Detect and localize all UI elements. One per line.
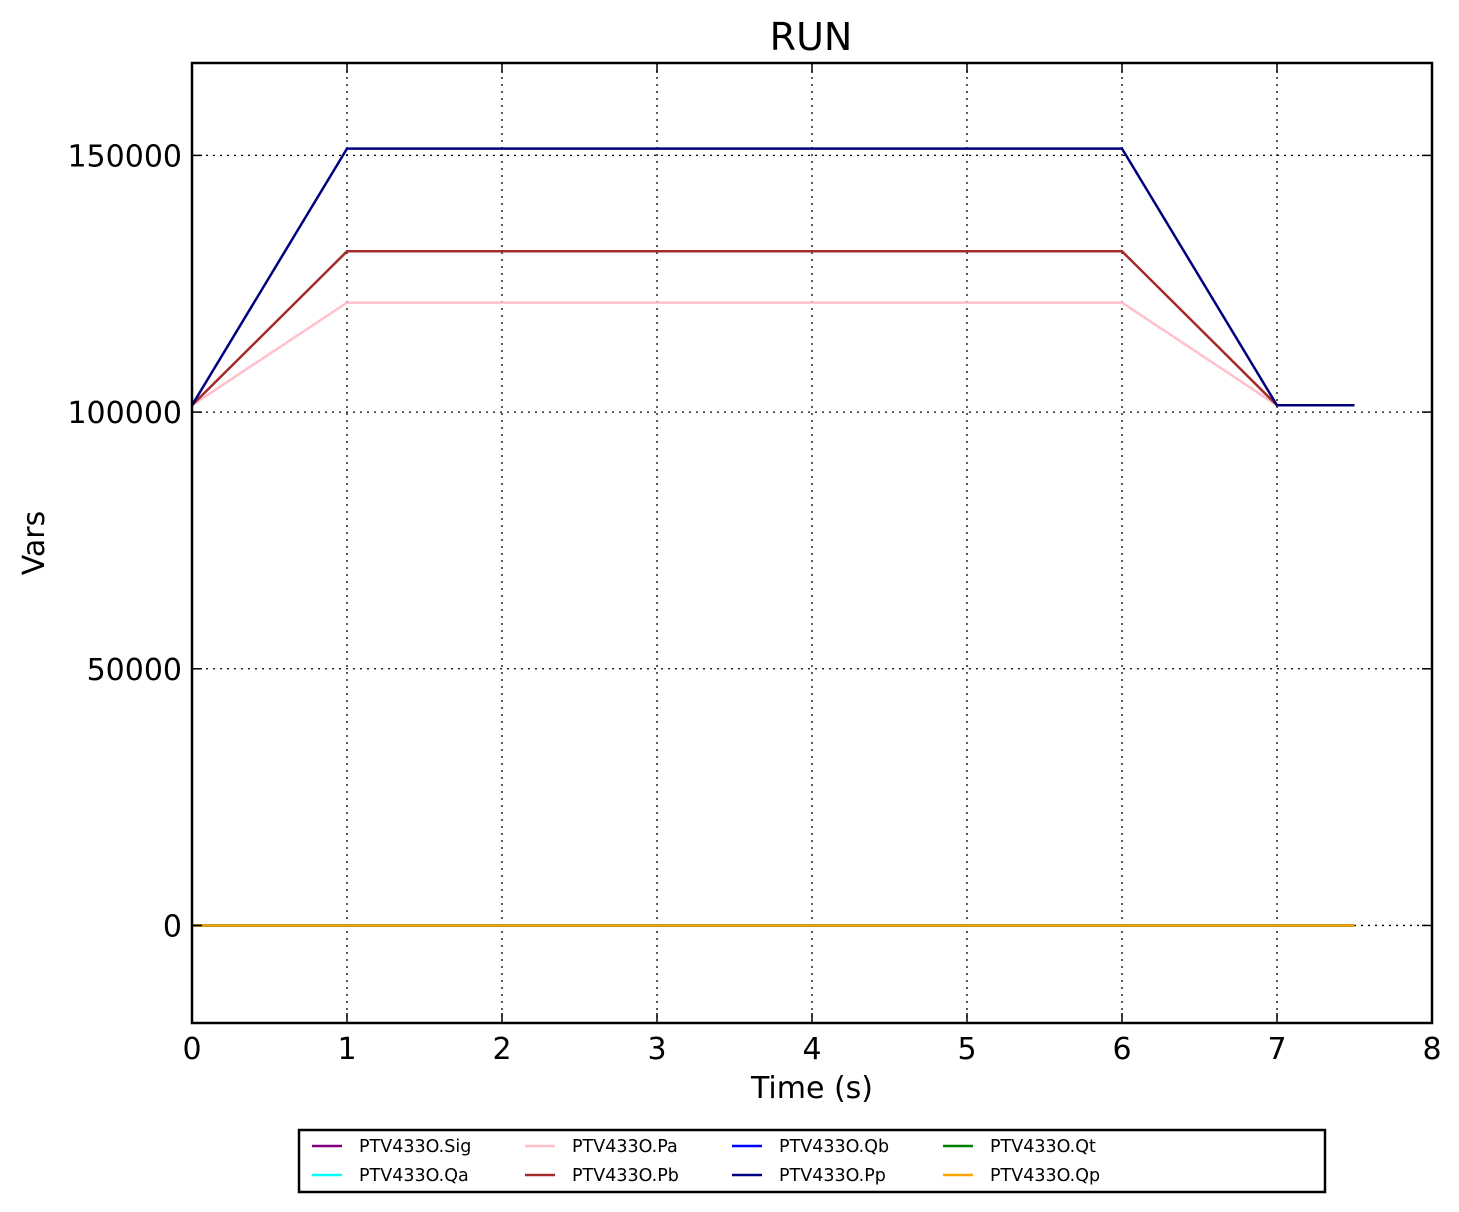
series-line [190, 147, 1355, 407]
legend: PTV433O.Sig PTV433O.Qa PTV433O.Pa PTV433O.P… [297, 1128, 1327, 1194]
y-tick-label: 100000 [67, 396, 182, 431]
legend-label: PTV433O.Pb [572, 1166, 679, 1186]
grid-lines [192, 63, 1432, 1023]
series-lines [190, 147, 1355, 927]
legend-label: PTV433O.Qa [359, 1166, 469, 1186]
chart-title: RUN [770, 15, 853, 59]
legend-label: PTV433O.Qt [990, 1137, 1096, 1157]
x-tick-label: 5 [957, 1032, 976, 1067]
x-axis-label: Time (s) [750, 1071, 873, 1106]
y-tick-labels: 0 50000 100000 150000 [67, 139, 182, 944]
x-tick-label: 8 [1422, 1032, 1441, 1067]
axis-ticks [191, 63, 1433, 1023]
y-axis-label: Vars [17, 511, 52, 576]
legend-label: PTV433O.Pa [572, 1137, 678, 1157]
y-tick-label: 150000 [67, 139, 182, 174]
x-tick-label: 0 [182, 1032, 201, 1067]
x-tick-label: 6 [1112, 1032, 1131, 1067]
x-tick-labels: 0 1 2 3 4 5 6 7 8 [182, 1032, 1441, 1067]
y-tick-label: 50000 [87, 653, 182, 688]
legend-label: PTV433O.Sig [359, 1137, 471, 1157]
x-tick-label: 1 [337, 1032, 356, 1067]
legend-label: PTV433O.Pp [779, 1166, 886, 1186]
x-tick-label: 4 [802, 1032, 821, 1067]
legend-label: PTV433O.Qb [779, 1137, 889, 1157]
legend-frame [297, 1128, 1327, 1194]
legend-label: PTV433O.Qp [990, 1166, 1100, 1186]
plot-background [192, 63, 1432, 1023]
x-tick-label: 2 [492, 1032, 511, 1067]
y-tick-label: 0 [163, 909, 182, 944]
x-tick-label: 7 [1267, 1032, 1286, 1067]
x-tick-label: 3 [647, 1032, 666, 1067]
